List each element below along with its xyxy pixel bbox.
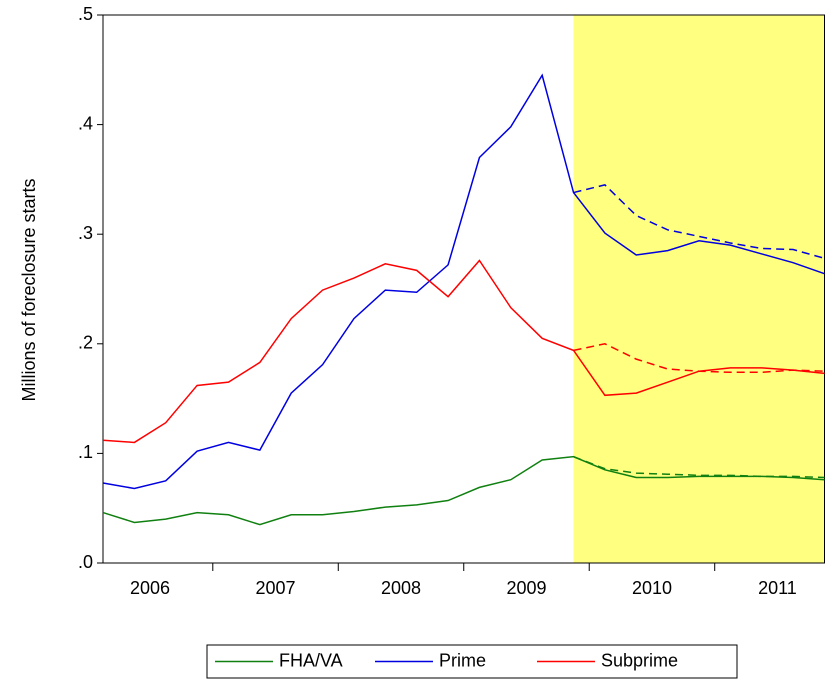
legend-label: Prime — [439, 650, 486, 670]
y-tick-label: .5 — [78, 4, 93, 24]
y-tick-label: .4 — [78, 113, 93, 133]
forecast-line — [573, 455, 825, 479]
series-line — [102, 455, 825, 526]
y-tick-label: .3 — [78, 223, 93, 243]
y-tick-label: .2 — [78, 333, 93, 353]
x-tick-label: 2006 — [130, 578, 170, 598]
x-tick-label: 2008 — [381, 578, 421, 598]
legend-label: Subprime — [601, 650, 678, 670]
forecast-line — [573, 184, 825, 260]
legend-box — [206, 644, 738, 679]
legend-label: FHA/VA — [279, 650, 343, 670]
x-tick-label: 2009 — [506, 578, 546, 598]
x-tick-label: 2011 — [758, 578, 797, 598]
forecast-line — [573, 343, 825, 374]
y-tick-label: .1 — [78, 442, 93, 462]
forecast-shade — [573, 15, 825, 563]
y-axis-label: Millions of foreclosure starts — [19, 178, 39, 401]
x-tick-label: 2007 — [256, 578, 296, 598]
y-tick-label: .0 — [78, 552, 93, 572]
series-line — [102, 73, 825, 490]
x-tick-label: 2010 — [632, 578, 672, 598]
